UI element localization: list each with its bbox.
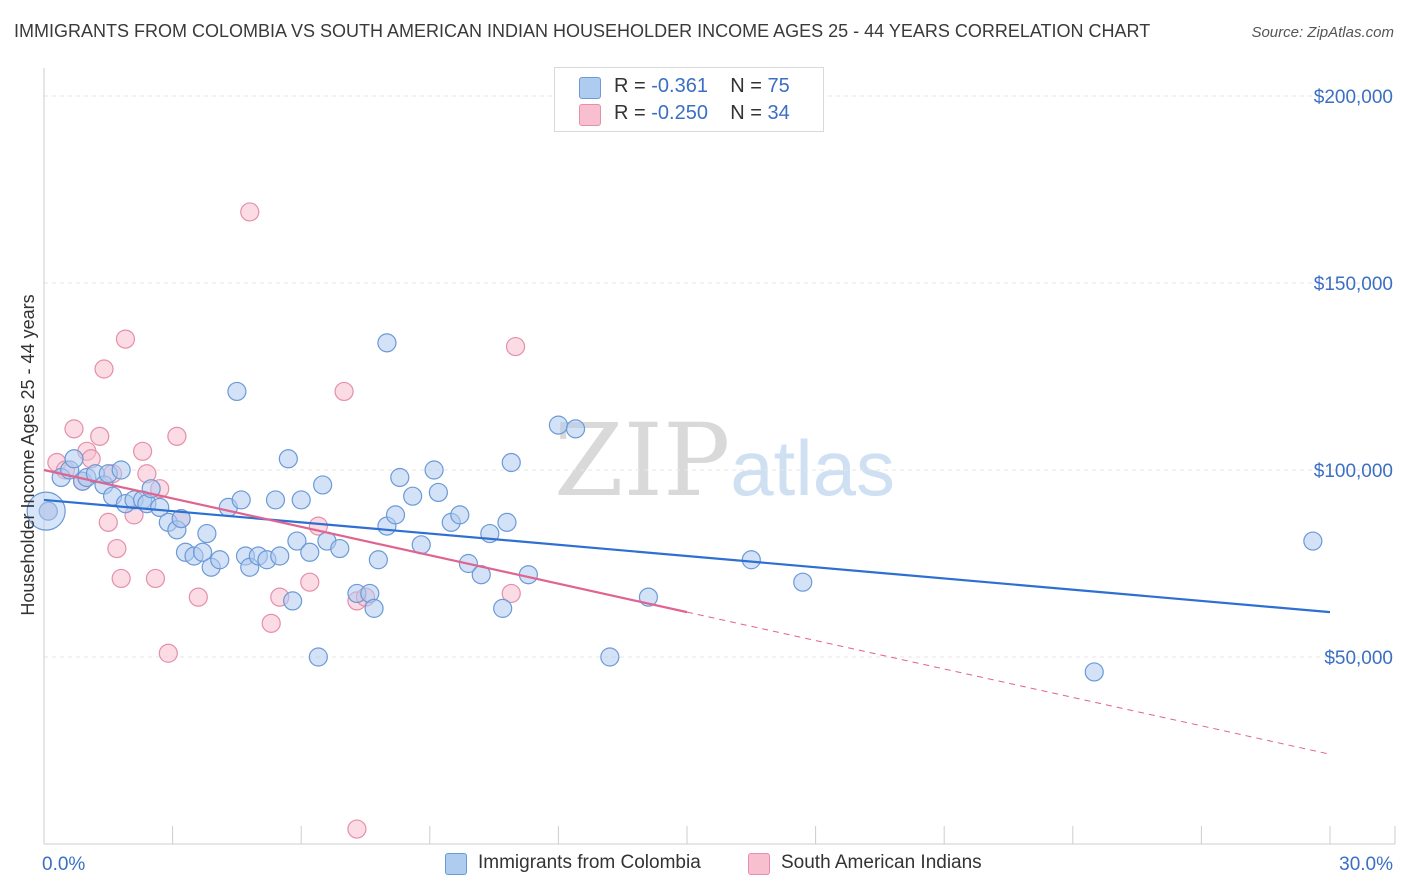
data-point-south-american-indians (158, 643, 178, 663)
data-point-south-american-indians (261, 613, 281, 633)
legend-r-label: R = (614, 102, 646, 124)
data-point-south-american-indians (98, 512, 118, 532)
data-point-south-american-indians (115, 329, 136, 349)
data-point-immigrants-from-colombia (364, 598, 384, 618)
legend-r-value: -0.250 (651, 102, 708, 124)
data-point-south-american-indians (188, 587, 208, 607)
data-point-immigrants-from-colombia (300, 542, 320, 562)
data-point-immigrants-from-colombia (424, 460, 444, 480)
y-axis-label: Householder Income Ages 25 - 44 years (18, 294, 38, 615)
data-point-immigrants-from-colombia (428, 482, 448, 503)
data-point-immigrants-from-colombia (741, 550, 761, 570)
data-point-immigrants-from-colombia (283, 591, 303, 611)
data-point-immigrants-from-colombia (385, 505, 406, 525)
correlation-legend: R = -0.361 N = 75 R = -0.250 N = 34 (554, 67, 824, 132)
data-point-south-american-indians (501, 583, 521, 604)
legend-n-label: N = (730, 75, 762, 97)
data-point-immigrants-from-colombia (330, 538, 350, 559)
series-immigrants-from-colombia (26, 333, 1323, 682)
data-point-immigrants-from-colombia (150, 497, 170, 517)
source-label: Source: ZipAtlas.com (1251, 24, 1394, 41)
data-point-immigrants-from-colombia (308, 647, 328, 667)
watermark-zip: ZIP (554, 402, 731, 519)
chart-title: IMMIGRANTS FROM COLOMBIA VS SOUTH AMERIC… (14, 21, 1151, 41)
data-point-immigrants-from-colombia (548, 415, 569, 435)
bottom-legend-label: South American Indians (781, 852, 982, 873)
data-point-immigrants-from-colombia (278, 449, 298, 469)
data-point-immigrants-from-colombia (171, 509, 191, 529)
trend-line-colombia (43, 498, 1331, 614)
legend-n-value: 34 (767, 102, 790, 124)
data-point-immigrants-from-colombia (1303, 531, 1323, 551)
data-point-south-american-indians (167, 426, 187, 446)
data-point-immigrants-from-colombia (231, 490, 251, 510)
data-point-immigrants-from-colombia (497, 512, 517, 532)
legend-swatch-blue (579, 77, 601, 99)
bottom-legend-label: Immigrants from Colombia (478, 852, 701, 873)
bottom-legend-swatch-pink (748, 853, 770, 875)
data-point-immigrants-from-colombia (501, 452, 521, 473)
x-tick-label: 30.0% (1339, 854, 1393, 875)
data-point-immigrants-from-colombia (390, 467, 410, 488)
data-point-south-american-indians (145, 568, 166, 589)
trend-lines (43, 468, 1331, 755)
data-point-south-american-indians (94, 359, 114, 379)
data-point-immigrants-from-colombia (565, 419, 586, 439)
legend-n-value: 75 (767, 75, 790, 97)
data-point-immigrants-from-colombia (270, 546, 290, 566)
data-point-south-american-indians (240, 202, 260, 222)
data-point-south-american-indians (90, 426, 110, 446)
data-point-immigrants-from-colombia (313, 475, 333, 495)
data-point-south-american-indians (64, 419, 84, 439)
data-point-immigrants-from-colombia (265, 490, 286, 510)
data-point-immigrants-from-colombia (197, 523, 217, 544)
data-point-immigrants-from-colombia (368, 550, 388, 570)
data-point-immigrants-from-colombia (493, 598, 513, 618)
data-point-immigrants-from-colombia (793, 572, 813, 592)
legend-r-value: -0.361 (651, 75, 708, 97)
x-tick-label: 0.0% (42, 854, 85, 875)
data-point-south-american-indians (334, 381, 354, 402)
data-point-immigrants-from-colombia (403, 486, 423, 506)
data-point-immigrants-from-colombia (227, 381, 247, 402)
legend-swatch-pink (579, 104, 601, 126)
axis-labels: $50,000 $100,000 $150,000 $200,000 0.0% 30.0%… (18, 87, 1393, 875)
legend-n-label: N = (730, 102, 762, 124)
axes (43, 68, 1396, 845)
trend-line-south-american-indians (43, 468, 688, 614)
data-point-immigrants-from-colombia (210, 550, 230, 570)
data-point-immigrants-from-colombia (111, 460, 131, 480)
data-point-south-american-indians (300, 572, 320, 592)
y-tick-label: $50,000 (1324, 648, 1393, 669)
data-point-immigrants-from-colombia (450, 505, 470, 525)
data-point-immigrants-from-colombia (193, 542, 213, 562)
bottom-legend-swatch-blue (445, 853, 467, 875)
data-point-immigrants-from-colombia (287, 531, 307, 551)
data-point-immigrants-from-colombia (600, 647, 620, 667)
legend-r-label: R = (614, 75, 646, 97)
data-point-immigrants-from-colombia (64, 449, 84, 469)
data-point-south-american-indians (505, 336, 526, 357)
watermark-atlas: atlas (730, 424, 896, 512)
y-tick-label: $200,000 (1314, 87, 1393, 108)
data-point-south-american-indians (132, 441, 153, 461)
trend-line-extension-south-american-indians (686, 611, 1331, 755)
watermark: ZIPatlas (554, 402, 895, 519)
data-point-immigrants-from-colombia (377, 333, 397, 353)
data-point-immigrants-from-colombia (291, 490, 311, 510)
data-point-immigrants-from-colombia (1084, 662, 1104, 682)
data-point-south-american-indians (111, 568, 131, 589)
data-point-south-american-indians (107, 538, 127, 559)
data-point-south-american-indians (347, 819, 367, 839)
y-tick-label: $100,000 (1314, 461, 1393, 482)
y-tick-label: $150,000 (1314, 274, 1393, 295)
